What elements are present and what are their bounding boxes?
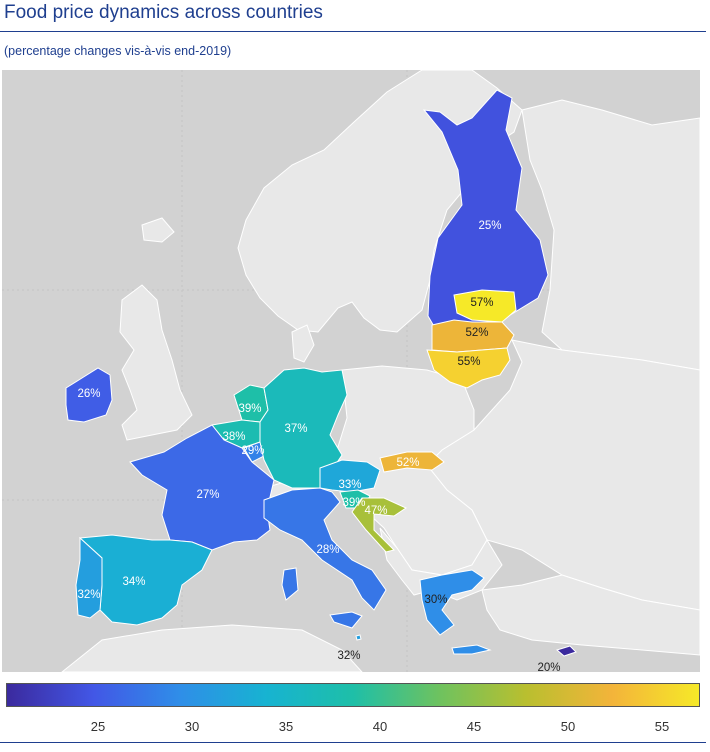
label-austria: 33% (338, 479, 361, 491)
country-portugal (75, 536, 103, 619)
country-austria (319, 459, 381, 493)
label-italy: 28% (316, 544, 339, 556)
country-cyprus (555, 645, 577, 657)
label-portugal: 32% (77, 589, 100, 601)
label-estonia: 57% (470, 297, 493, 309)
country-italy (263, 487, 387, 611)
label-slovakia: 52% (396, 457, 419, 469)
label-netherlands: 39% (238, 403, 261, 415)
colorbar (6, 683, 700, 707)
colorbar-tick-40: 40 (372, 719, 388, 734)
label-ireland: 26% (77, 388, 100, 400)
colorbar-tick-30: 30 (184, 719, 200, 734)
label-lithuania: 55% (457, 356, 480, 368)
bottom-rule (0, 742, 706, 743)
country-sardinia (281, 567, 299, 601)
label-germany: 37% (284, 423, 307, 435)
country-labels: 25% 57% 52% 55% 26% 39% 38% 29% 37% 27% … (77, 220, 560, 672)
colorbar-ticks: 25 30 35 40 45 50 55 (6, 0, 700, 752)
label-malta: 32% (337, 650, 360, 662)
country-greece (419, 569, 485, 636)
label-luxembourg: 29% (241, 445, 264, 457)
map-svg: 25% 57% 52% 55% 26% 39% 38% 29% 37% 27% … (2, 70, 700, 672)
colorbar-tick-35: 35 (278, 719, 294, 734)
country-sicily (329, 611, 363, 629)
label-slovenia: 39% (342, 497, 365, 509)
country-lithuania (426, 347, 511, 389)
chart-title: Food price dynamics across countries (4, 2, 323, 23)
chart-subtitle: (percentage changes vis-à-vis end-2019) (4, 44, 232, 58)
label-spain: 34% (122, 576, 145, 588)
colorbar-tick-45: 45 (466, 719, 482, 734)
colorbar-tick-55: 55 (654, 719, 670, 734)
country-estonia (453, 289, 517, 323)
label-belgium: 38% (222, 431, 245, 443)
country-shapes (65, 89, 577, 657)
label-france: 27% (196, 489, 219, 501)
label-cyprus: 20% (537, 662, 560, 672)
colorbar-tick-50: 50 (560, 719, 576, 734)
country-croatia (351, 497, 408, 553)
label-finland: 25% (478, 220, 501, 232)
country-crete (451, 644, 492, 655)
label-latvia: 52% (465, 327, 488, 339)
country-finland (422, 89, 549, 341)
country-france (129, 424, 275, 551)
label-greece: 30% (424, 594, 447, 606)
title-rule (0, 31, 706, 32)
country-malta (355, 634, 362, 641)
label-croatia: 47% (364, 505, 387, 517)
country-ireland (65, 367, 113, 423)
country-slovakia (379, 451, 445, 473)
map: 25% 57% 52% 55% 26% 39% 38% 29% 37% 27% … (2, 70, 700, 672)
background-land (61, 70, 700, 672)
colorbar-tick-25: 25 (90, 719, 106, 734)
